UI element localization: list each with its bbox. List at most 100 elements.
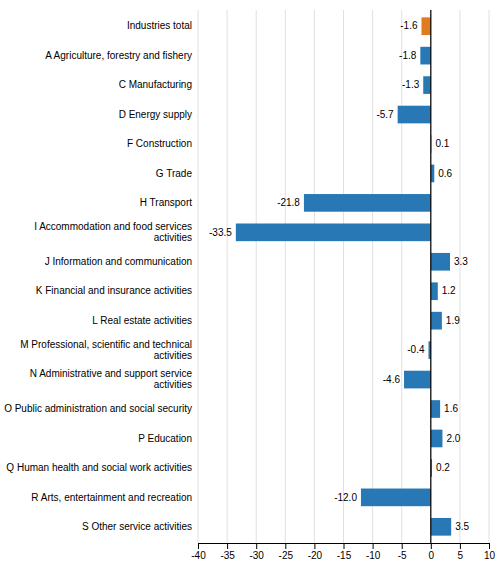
tick-label: -5: [398, 550, 407, 561]
category-label: N Administrative and support serviceacti…: [30, 368, 193, 390]
grid-line: [430, 10, 431, 543]
x-tick: -40: [191, 543, 206, 561]
grid-line: [372, 10, 373, 543]
data-label: 1.6: [444, 403, 458, 414]
bar: [431, 282, 438, 300]
y-tick: F Construction: [127, 138, 198, 149]
data-label: 1.9: [446, 315, 460, 326]
category-label: R Arts, entertainment and recreation: [31, 492, 192, 503]
data-label: 0.2: [436, 462, 450, 473]
y-tick: O Public administration and social secur…: [4, 403, 198, 414]
tick-mark: [198, 543, 199, 549]
bar: [421, 17, 430, 35]
x-tick: 10: [484, 543, 496, 561]
y-tick: M Professional, scientific and technical…: [20, 339, 198, 361]
category-label: G Trade: [156, 168, 193, 179]
category-label: P Education: [138, 433, 192, 444]
tick-mark: [489, 543, 490, 549]
bar: [431, 312, 442, 330]
x-tick: -5: [398, 543, 407, 561]
grid-line: [198, 10, 199, 543]
grid-line: [227, 10, 228, 543]
tick-label: -20: [308, 550, 323, 561]
data-label: 2.0: [446, 433, 460, 444]
y-tick: C Manufacturing: [119, 79, 198, 90]
x-tick: -15: [337, 543, 352, 561]
y-tick: D Energy supply: [119, 109, 198, 120]
tick-mark: [285, 543, 286, 549]
grid-line: [489, 10, 490, 543]
data-label: -1.8: [399, 50, 417, 61]
grid-line: [459, 10, 460, 543]
x-tick: -10: [366, 543, 381, 561]
y-tick: P Education: [138, 433, 198, 444]
data-label: -4.6: [383, 374, 401, 385]
x-tick: -35: [220, 543, 235, 561]
grid-line: [285, 10, 286, 543]
y-tick: A Agriculture, forestry and fishery: [45, 50, 198, 61]
tick-label: -40: [191, 550, 206, 561]
bar: [431, 253, 450, 271]
bar: [423, 76, 431, 94]
bar: [236, 223, 431, 241]
y-tick: L Real estate activities: [92, 315, 198, 326]
tick-mark: [256, 543, 257, 549]
tick-mark: [460, 543, 461, 549]
zero-line: [430, 10, 431, 543]
bar: [398, 106, 431, 124]
y-axis: Industries total A Agriculture, forestry …: [4, 20, 198, 532]
chart: -1.6-1.8-1.3-5.70.10.6-21.8-33.53.31.21.…: [0, 0, 503, 571]
category-label: J Information and communication: [45, 256, 192, 267]
category-label: K Financial and insurance activities: [36, 285, 192, 296]
category-label: Q Human health and social work activitie…: [6, 462, 192, 473]
grid-line: [314, 10, 315, 543]
bar: [420, 47, 430, 65]
tick-mark: [314, 543, 315, 549]
category-label: I Accommodation and food servicesactivit…: [34, 221, 192, 243]
data-label: 3.3: [454, 256, 468, 267]
category-label: S Other service activities: [82, 521, 192, 532]
data-label: -33.5: [209, 227, 232, 238]
y-tick: N Administrative and support serviceacti…: [30, 368, 198, 390]
bar: [431, 518, 451, 536]
tick-mark: [344, 543, 345, 549]
y-tick: S Other service activities: [82, 521, 198, 532]
x-axis: -40-35-30-25-20-15-10-50510: [191, 543, 495, 561]
x-tick: 5: [458, 543, 464, 561]
category-label: M Professional, scientific and technical…: [20, 339, 192, 361]
tick-label: -35: [220, 550, 235, 561]
data-labels: -1.6-1.8-1.3-5.70.10.6-21.8-33.53.31.21.…: [209, 20, 469, 532]
tick-label: 10: [484, 550, 496, 561]
data-label: 0.6: [438, 168, 452, 179]
bar: [404, 371, 431, 389]
bar: [431, 400, 440, 418]
y-tick: Q Human health and social work activitie…: [6, 462, 198, 473]
y-tick: H Transport: [140, 197, 198, 208]
bar: [431, 430, 443, 448]
data-label: -5.7: [376, 109, 394, 120]
data-label: -21.8: [277, 197, 300, 208]
category-label: H Transport: [140, 197, 192, 208]
x-tick: -20: [308, 543, 323, 561]
category-label: F Construction: [127, 138, 192, 149]
data-label: -1.6: [400, 20, 418, 31]
plot: -1.6-1.8-1.3-5.70.10.6-21.8-33.53.31.21.…: [191, 10, 495, 561]
y-tick: Industries total: [127, 20, 198, 31]
y-tick: J Information and communication: [45, 256, 198, 267]
tick-label: -15: [337, 550, 352, 561]
data-label: -1.3: [402, 79, 420, 90]
x-tick: 0: [429, 543, 435, 561]
category-label: Industries total: [127, 20, 192, 31]
x-tick: -25: [279, 543, 294, 561]
bar: [361, 489, 431, 507]
grid: [198, 10, 489, 543]
y-tick: R Arts, entertainment and recreation: [31, 492, 198, 503]
grid-line: [256, 10, 257, 543]
y-tick: G Trade: [156, 168, 198, 179]
tick-mark: [227, 543, 228, 549]
tick-mark: [373, 543, 374, 549]
category-label: D Energy supply: [119, 109, 192, 120]
tick-mark: [431, 543, 432, 549]
data-label: 0.1: [435, 138, 449, 149]
y-tick: I Accommodation and food servicesactivit…: [34, 221, 198, 243]
